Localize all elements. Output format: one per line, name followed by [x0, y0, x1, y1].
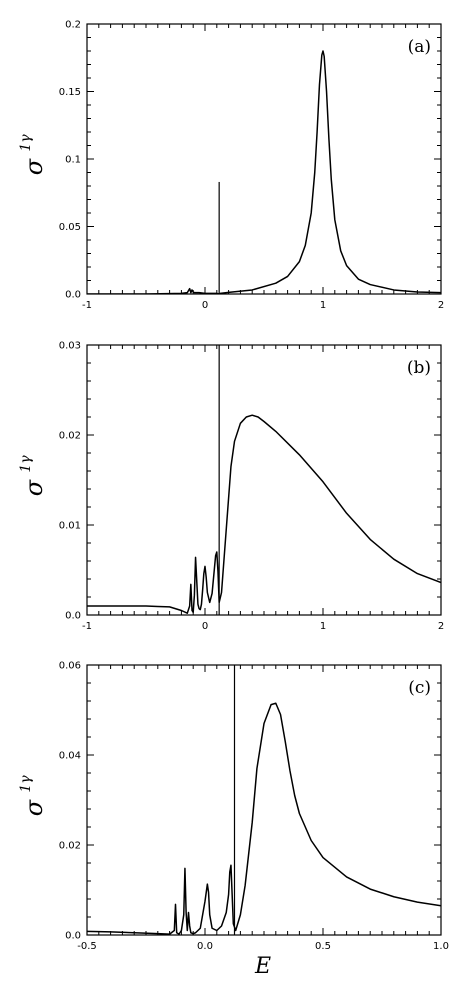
y-tick-label: 0.01 — [59, 521, 81, 532]
y-axis-label-superscript: 1γ — [18, 775, 34, 793]
panel-label: (a) — [408, 37, 431, 57]
panel-b: -1 0 1 2 0.0 0.01 0.02 0.03 (b) σ 1γ — [18, 341, 444, 633]
x-tick-label: 1 — [320, 300, 326, 311]
y-tick-label: 0.05 — [59, 222, 81, 233]
y-tick-label: 0.0 — [65, 290, 81, 301]
y-tick-label: 0.02 — [59, 841, 81, 852]
y-tick-label: 0.06 — [59, 661, 81, 672]
y-axis-label-superscript: 1γ — [18, 134, 34, 152]
y-axis-label-superscript: 1γ — [18, 455, 34, 473]
panel-label: (b) — [407, 358, 431, 378]
x-axis-label: E — [254, 954, 271, 979]
y-tick-label: 0.0 — [65, 611, 81, 622]
cross-section-curve — [87, 414, 441, 614]
x-tick-label: -1 — [82, 621, 92, 632]
y-tick-label: 0.2 — [65, 20, 81, 31]
y-axis-label: σ — [20, 799, 48, 816]
cross-section-curve — [87, 702, 441, 935]
y-axis-label: σ — [20, 158, 48, 175]
x-tick-label: 2 — [438, 621, 444, 632]
panels: -1 0 1 20.00.050.10.150.2(a)σ1γ-1 0 1 20.00.01… — [18, 20, 449, 980]
x-tick-label: -0.5 — [77, 941, 97, 952]
y-tick-label: 0.0 — [65, 931, 81, 942]
x-tick-label: 2 — [438, 300, 444, 311]
x-tick-label: 0.5 — [315, 941, 331, 952]
panel-label: (c) — [408, 678, 431, 698]
x-tick-label: 0 — [202, 300, 208, 311]
x-tick-label: 0 — [202, 621, 208, 632]
x-tick-label: 0.0 — [197, 941, 213, 952]
x-tick-label: 1 — [320, 621, 326, 632]
y-axis-label: σ — [20, 479, 48, 496]
y-tick-label: 0.1 — [65, 155, 81, 166]
x-tick-label: -1 — [82, 300, 92, 311]
y-tick-label: 0.15 — [59, 87, 81, 98]
x-tick-label: 1.0 — [433, 941, 449, 952]
panel-a: -1 0 1 2 0.0 0.05 0.1 0.15 0.2 (a) σ 1γ — [18, 20, 444, 312]
y-tick-label: 0.02 — [59, 431, 81, 442]
y-tick-label: 0.03 — [59, 341, 81, 352]
y-tick-label: 0.04 — [59, 751, 81, 762]
cross-section-curve — [87, 50, 441, 294]
